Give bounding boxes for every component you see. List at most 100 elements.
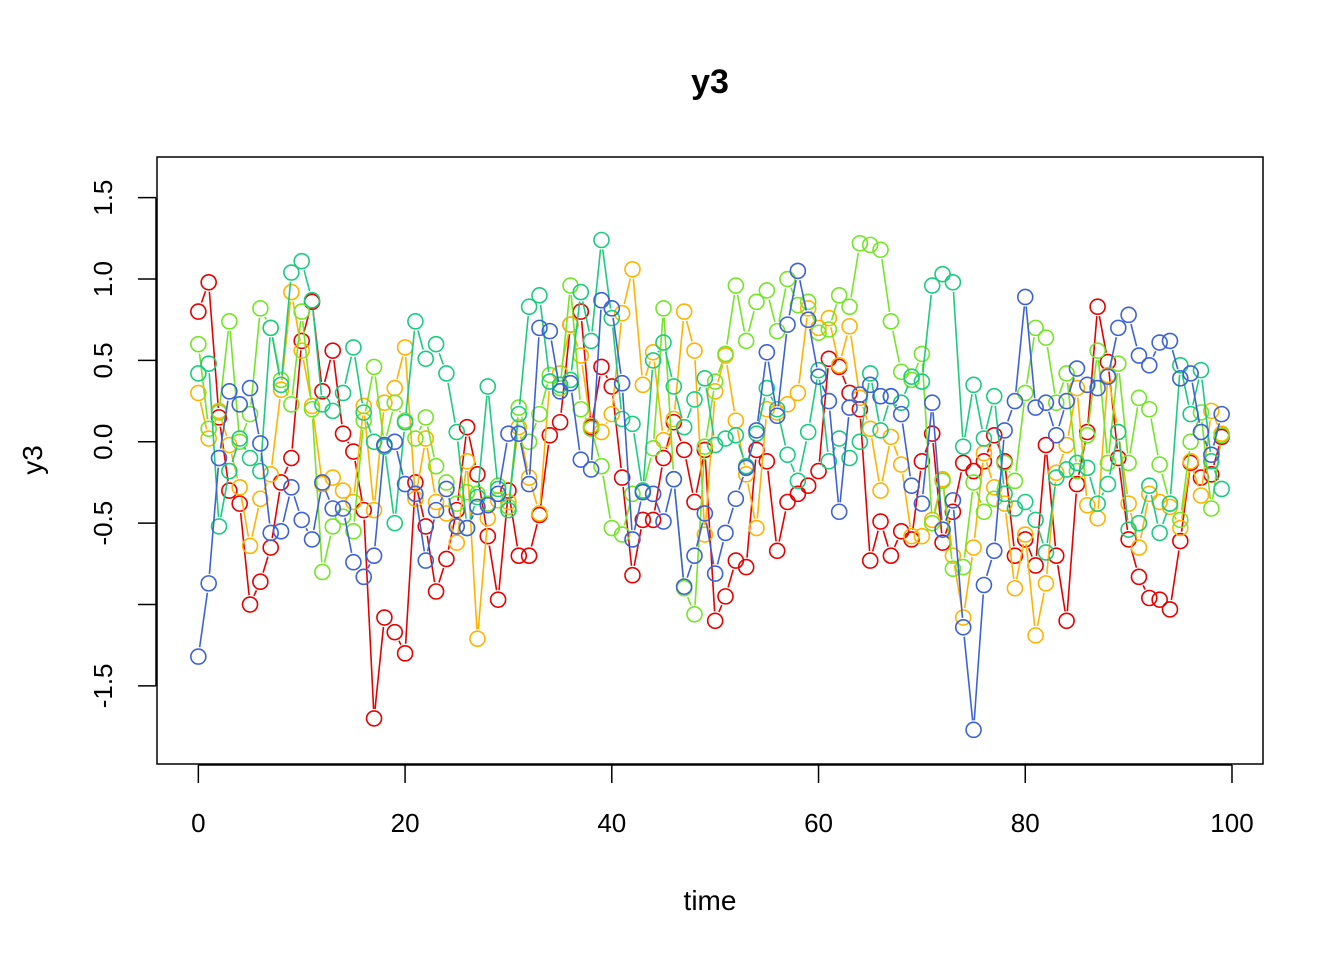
data-point (1140, 400, 1158, 418)
series-segment (985, 405, 993, 430)
series-segment (282, 496, 290, 523)
data-point (799, 293, 817, 311)
data-point (1151, 591, 1168, 608)
data-point (1109, 423, 1127, 441)
data-point (1130, 347, 1148, 364)
data-point (417, 350, 435, 368)
series-segment (456, 441, 467, 519)
data-point (1182, 405, 1199, 423)
data-point (1099, 368, 1117, 385)
data-point (427, 583, 445, 600)
data-point (882, 547, 900, 564)
series-segment (644, 457, 652, 482)
series-segment (1089, 476, 1096, 495)
series-segment (644, 361, 652, 377)
data-point (510, 425, 528, 442)
data-point (407, 490, 424, 508)
data-point (675, 418, 693, 436)
data-point (779, 270, 796, 288)
series-segment (994, 439, 1005, 542)
data-point (1192, 361, 1210, 379)
series-segment (1046, 454, 1057, 547)
series-segment (240, 496, 250, 537)
data-point (417, 430, 435, 447)
data-point (593, 457, 610, 475)
series-segment (685, 320, 693, 342)
series-segment (363, 415, 374, 501)
series-segment (198, 592, 209, 648)
series-segment (622, 486, 633, 566)
series-segment (417, 330, 424, 350)
x-tick-label: 100 (1210, 808, 1253, 838)
data-point (996, 485, 1013, 503)
data-point (252, 300, 269, 317)
data-point (758, 282, 776, 299)
data-point (262, 539, 280, 556)
series-segment (219, 426, 229, 482)
data-point (1027, 399, 1044, 416)
data-point (872, 482, 889, 499)
data-point (944, 492, 962, 509)
series-segment (439, 497, 443, 502)
series-segment (426, 426, 435, 458)
data-point (634, 376, 652, 394)
series-segment (1035, 454, 1046, 557)
series-segment (632, 278, 643, 376)
data-point (417, 409, 435, 426)
data-point (1161, 332, 1179, 350)
data-point (965, 462, 982, 480)
series-segment (830, 304, 838, 321)
data-point (200, 420, 217, 438)
data-point (996, 454, 1013, 472)
data-point (665, 470, 683, 488)
data-point (500, 493, 517, 511)
data-point (861, 552, 879, 569)
data-point (1213, 480, 1230, 498)
data-point (789, 384, 807, 402)
data-point (1027, 511, 1044, 529)
series-segment (271, 337, 281, 376)
data-point (262, 466, 280, 483)
data-point (221, 383, 238, 400)
data-point (675, 441, 693, 459)
data-point (1140, 485, 1158, 503)
axes-layer: 0 20 40 60 80 100 -1.5 -0.5 0.0 0.5 1.0 1.5 (88, 180, 1254, 838)
data-point (1089, 298, 1106, 316)
data-point (965, 721, 982, 739)
data-point (231, 396, 248, 413)
data-point (1182, 453, 1199, 470)
series-segment (508, 423, 519, 501)
series-segment (1087, 316, 1098, 423)
series-segment (901, 423, 911, 477)
series-segment (374, 376, 384, 436)
series-segment (539, 444, 550, 506)
series-segment (396, 356, 404, 380)
data-point (665, 378, 683, 395)
data-point (541, 322, 559, 340)
data-point (510, 399, 528, 416)
series-segment (633, 501, 642, 531)
data-point (376, 609, 393, 626)
series-segment (323, 359, 332, 383)
data-point (644, 439, 662, 457)
data-point (737, 332, 755, 350)
data-point (1037, 436, 1055, 454)
series-segment (963, 491, 974, 558)
data-point (1172, 357, 1189, 374)
data-point (520, 433, 538, 451)
data-point (892, 363, 910, 381)
series-segment (312, 415, 322, 475)
series-segment (1046, 346, 1056, 394)
series-segment (208, 467, 220, 574)
data-point (345, 553, 362, 571)
data-point (985, 542, 1003, 560)
series-segment (850, 252, 860, 298)
series-segment (954, 472, 963, 503)
data-point (1089, 495, 1106, 512)
series-segment (1058, 382, 1065, 395)
series-segment (705, 522, 715, 565)
series-segment (1140, 494, 1148, 515)
data-point (789, 485, 807, 503)
series-segment (291, 320, 302, 396)
